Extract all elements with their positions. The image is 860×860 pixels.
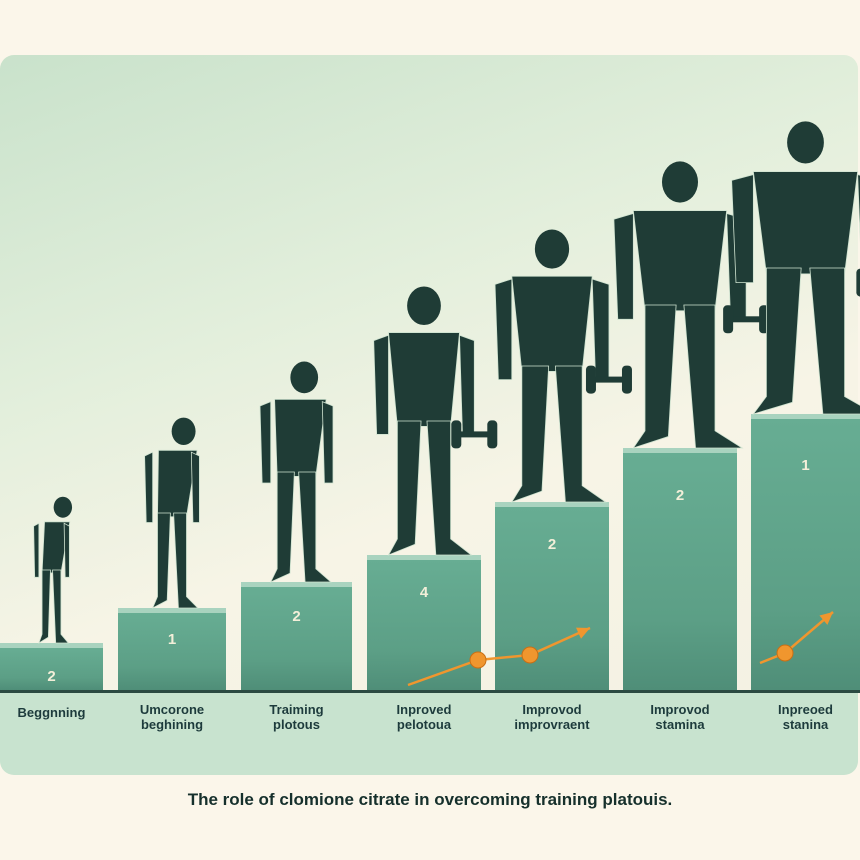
athlete-figure <box>494 229 632 503</box>
stage-label-line: Inpreoed <box>778 702 833 717</box>
stage-bar: 1 <box>118 608 226 690</box>
stage-label-line: Umcorone <box>139 702 205 717</box>
stage-label-line: pelotoua <box>396 717 452 732</box>
stage-bar: 1 <box>751 414 860 690</box>
label-strip <box>0 692 858 775</box>
stage-label-line: beghining <box>140 717 204 732</box>
athlete-figure <box>259 361 334 583</box>
stage-label: Improvod stamina <box>615 702 745 732</box>
stage-number: 1 <box>167 631 177 649</box>
stage-number: 2 <box>675 487 685 505</box>
dumbbell-plate <box>585 365 596 394</box>
stage-bar: 2 <box>0 643 103 690</box>
athlete-figure <box>731 121 860 415</box>
stage-bar: 2 <box>241 582 352 690</box>
stage-label-line: stamina <box>655 717 705 732</box>
stage-label: Inproved pelotoua <box>359 702 489 732</box>
stage-number: 2 <box>47 668 56 685</box>
progress-dot <box>521 646 539 664</box>
stage-label-line: stanina <box>782 717 829 732</box>
stage-label-line: plotous <box>273 717 320 732</box>
stage-label: Umcorone beghining <box>107 702 237 732</box>
athlete-figure <box>33 496 73 644</box>
baseline <box>0 690 860 693</box>
dumbbell-plate <box>723 305 734 334</box>
stage-label-line: Beggnning <box>17 705 86 720</box>
caption: The role of clomione citrate in overcomi… <box>187 790 673 809</box>
stage-number: 2 <box>547 535 557 553</box>
progress-dot <box>469 651 487 669</box>
stage-number: 4 <box>419 583 429 601</box>
progress-dot <box>776 644 794 662</box>
stage-bar: 4 <box>367 555 481 690</box>
stage-label-line: Improvod <box>650 702 710 717</box>
progress-arrow <box>759 611 834 665</box>
dumbbell-plate <box>621 365 632 394</box>
stage-label: Traiming plotous <box>232 702 362 732</box>
stage-label: Improvod improvraent <box>487 702 617 732</box>
athlete-figure <box>373 286 498 556</box>
progress-arrow <box>407 626 591 687</box>
dumbbell-plate <box>451 420 462 449</box>
stage-number: 2 <box>292 607 301 625</box>
stage-label-line: improvraent <box>514 717 590 732</box>
stage-label-line: Inproved <box>396 702 452 717</box>
stage-label-line: Traiming <box>269 702 324 717</box>
stage-bar: 2 <box>495 502 609 690</box>
dumbbell-plate <box>487 420 498 449</box>
stage-number: 1 <box>801 456 810 474</box>
stage-bar: 2 <box>623 448 737 690</box>
stage-label: Beggnning <box>0 705 117 720</box>
stage-label: Inpreoed stanina <box>741 702 860 732</box>
stage-label-line: Improvod <box>522 702 582 717</box>
dumbbell-plate <box>856 268 860 297</box>
athlete-figure <box>144 417 200 609</box>
